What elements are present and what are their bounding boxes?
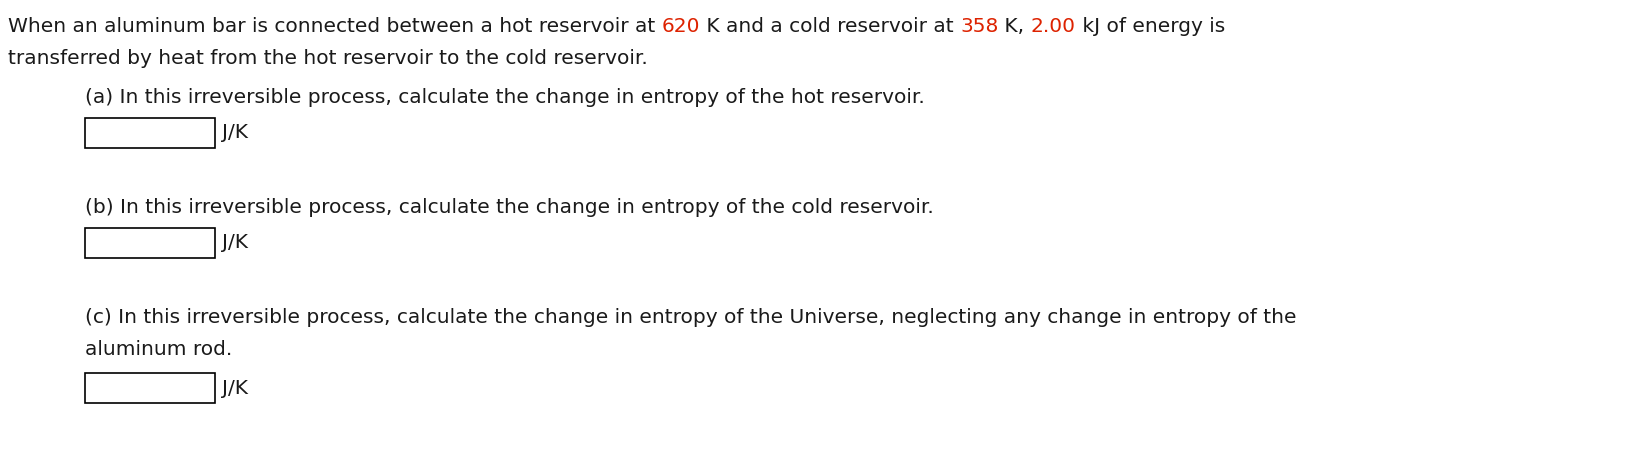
- Text: 620: 620: [662, 17, 700, 36]
- Text: (b) In this irreversible process, calculate the change in entropy of the cold re: (b) In this irreversible process, calcul…: [85, 198, 934, 217]
- Text: J/K: J/K: [222, 123, 249, 143]
- Text: transferred by heat from the hot reservoir to the cold reservoir.: transferred by heat from the hot reservo…: [8, 49, 647, 68]
- Bar: [85, 373, 214, 403]
- Text: aluminum rod.: aluminum rod.: [85, 340, 232, 359]
- Text: J/K: J/K: [222, 234, 249, 253]
- Text: kJ of energy is: kJ of energy is: [1076, 17, 1225, 36]
- Text: J/K: J/K: [222, 378, 249, 398]
- Text: K,: K,: [999, 17, 1032, 36]
- Bar: [85, 118, 214, 148]
- Text: (a) In this irreversible process, calculate the change in entropy of the hot res: (a) In this irreversible process, calcul…: [85, 88, 925, 107]
- Text: (c) In this irreversible process, calculate the change in entropy of the Univers: (c) In this irreversible process, calcul…: [85, 308, 1297, 327]
- Text: K and a cold reservoir at: K and a cold reservoir at: [700, 17, 960, 36]
- Text: When an aluminum bar is connected between a hot reservoir at: When an aluminum bar is connected betwee…: [8, 17, 662, 36]
- Text: 358: 358: [960, 17, 999, 36]
- Text: 2.00: 2.00: [1032, 17, 1076, 36]
- Bar: [85, 228, 214, 258]
